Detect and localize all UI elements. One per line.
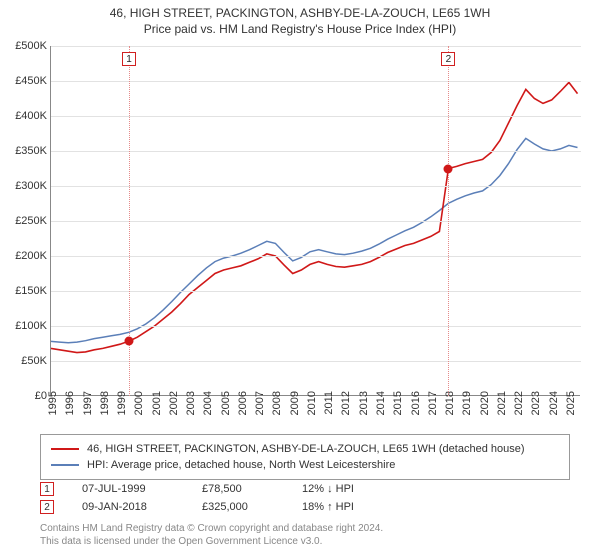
- y-tick-label: £500K: [3, 40, 47, 52]
- event-index-box: 1: [40, 482, 54, 496]
- gridline-h: [51, 151, 581, 152]
- y-tick-label: £0: [3, 390, 47, 402]
- y-tick-label: £450K: [3, 75, 47, 87]
- x-tick-label: 2009: [289, 391, 301, 415]
- events-table: 1 07-JUL-1999£78,50012% ↓ HPI 2 09-JAN-2018…: [40, 480, 422, 516]
- x-tick-label: 2004: [202, 391, 214, 415]
- x-tick-label: 2005: [220, 391, 232, 415]
- chart-container: 46, HIGH STREET, PACKINGTON, ASHBY-DE-LA…: [0, 0, 600, 560]
- x-tick-label: 2001: [151, 391, 163, 415]
- gridline-h: [51, 46, 581, 47]
- footer-line-1: Contains HM Land Registry data © Crown c…: [40, 522, 383, 535]
- x-tick-label: 2016: [410, 391, 422, 415]
- x-tick-label: 2020: [479, 391, 491, 415]
- y-tick-label: £350K: [3, 145, 47, 157]
- x-tick-label: 2014: [375, 391, 387, 415]
- legend-label: 46, HIGH STREET, PACKINGTON, ASHBY-DE-LA…: [87, 443, 525, 455]
- event-price: £78,500: [202, 483, 302, 495]
- x-tick-label: 1995: [47, 391, 59, 415]
- gridline-h: [51, 326, 581, 327]
- x-tick-label: 2017: [427, 391, 439, 415]
- chart-area: £0£50K£100K£150K£200K£250K£300K£350K£400…: [50, 46, 580, 396]
- x-tick-label: 2000: [133, 391, 145, 415]
- event-date: 09-JAN-2018: [82, 501, 202, 513]
- footer: Contains HM Land Registry data © Crown c…: [40, 522, 383, 548]
- x-tick-label: 2021: [496, 391, 508, 415]
- gridline-h: [51, 256, 581, 257]
- event-price: £325,000: [202, 501, 302, 513]
- x-tick-label: 2013: [358, 391, 370, 415]
- x-tick-label: 2012: [340, 391, 352, 415]
- gridline-h: [51, 291, 581, 292]
- legend-row: HPI: Average price, detached house, Nort…: [51, 457, 559, 473]
- event-line: [448, 46, 449, 396]
- x-tick-label: 2010: [306, 391, 318, 415]
- gridline-h: [51, 116, 581, 117]
- event-row: 2 09-JAN-2018£325,00018% ↑ HPI: [40, 498, 422, 516]
- x-tick-label: 1999: [116, 391, 128, 415]
- y-tick-label: £150K: [3, 285, 47, 297]
- x-tick-label: 2006: [237, 391, 249, 415]
- x-tick-label: 2015: [392, 391, 404, 415]
- event-point-marker: [125, 337, 134, 346]
- title-address: 46, HIGH STREET, PACKINGTON, ASHBY-DE-LA…: [0, 6, 600, 20]
- gridline-h: [51, 221, 581, 222]
- y-tick-label: £300K: [3, 180, 47, 192]
- x-tick-label: 2023: [530, 391, 542, 415]
- legend-swatch: [51, 448, 79, 450]
- x-tick-label: 2003: [185, 391, 197, 415]
- x-tick-label: 2007: [254, 391, 266, 415]
- legend-swatch: [51, 464, 79, 466]
- x-tick-label: 1998: [99, 391, 111, 415]
- x-tick-label: 1996: [64, 391, 76, 415]
- event-diff: 18% ↑ HPI: [302, 501, 422, 513]
- event-date: 07-JUL-1999: [82, 483, 202, 495]
- y-tick-label: £50K: [3, 355, 47, 367]
- legend: 46, HIGH STREET, PACKINGTON, ASHBY-DE-LA…: [40, 434, 570, 480]
- legend-label: HPI: Average price, detached house, Nort…: [87, 459, 395, 471]
- y-tick-label: £400K: [3, 110, 47, 122]
- x-tick-label: 2002: [168, 391, 180, 415]
- gridline-h: [51, 81, 581, 82]
- x-tick-label: 2024: [548, 391, 560, 415]
- y-tick-label: £200K: [3, 250, 47, 262]
- event-index-box: 2: [40, 500, 54, 514]
- gridline-h: [51, 186, 581, 187]
- gridline-h: [51, 361, 581, 362]
- footer-line-2: This data is licensed under the Open Gov…: [40, 535, 383, 548]
- x-tick-label: 2025: [565, 391, 577, 415]
- y-tick-label: £250K: [3, 215, 47, 227]
- x-tick-label: 1997: [82, 391, 94, 415]
- event-point-marker: [444, 164, 453, 173]
- x-tick-label: 2011: [323, 391, 335, 415]
- x-tick-label: 2018: [444, 391, 456, 415]
- x-tick-label: 2019: [461, 391, 473, 415]
- title-block: 46, HIGH STREET, PACKINGTON, ASHBY-DE-LA…: [0, 0, 600, 36]
- event-row: 1 07-JUL-1999£78,50012% ↓ HPI: [40, 480, 422, 498]
- legend-row: 46, HIGH STREET, PACKINGTON, ASHBY-DE-LA…: [51, 441, 559, 457]
- x-tick-label: 2008: [271, 391, 283, 415]
- event-diff: 12% ↓ HPI: [302, 483, 422, 495]
- plot-region: £0£50K£100K£150K£200K£250K£300K£350K£400…: [50, 46, 580, 396]
- y-tick-label: £100K: [3, 320, 47, 332]
- title-subtitle: Price paid vs. HM Land Registry's House …: [0, 22, 600, 36]
- x-tick-label: 2022: [513, 391, 525, 415]
- event-marker-box: 2: [441, 52, 455, 66]
- event-marker-box: 1: [122, 52, 136, 66]
